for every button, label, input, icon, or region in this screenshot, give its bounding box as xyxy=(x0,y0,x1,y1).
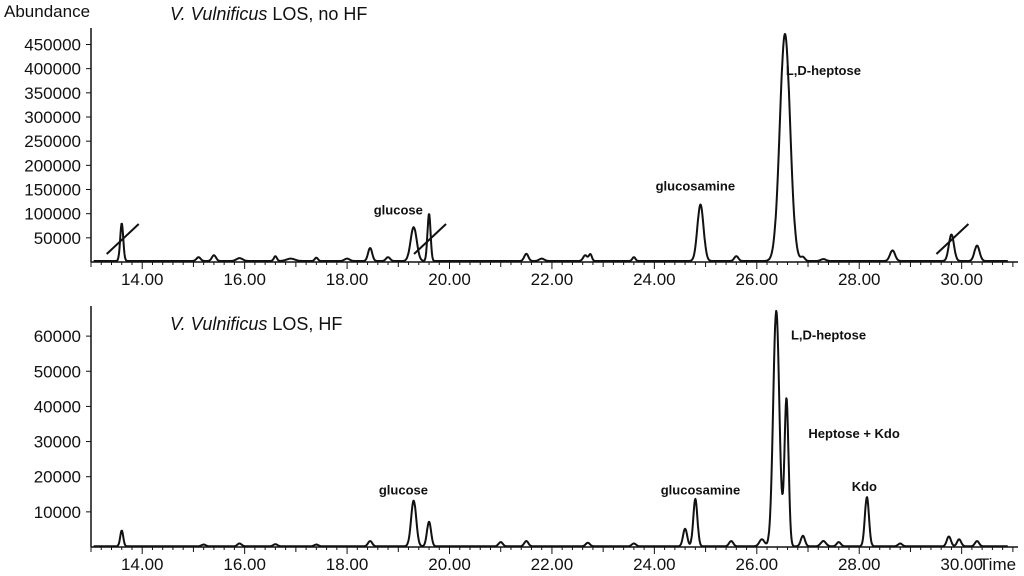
y-tick-label: 50000 xyxy=(34,362,81,381)
y-tick-label: 400000 xyxy=(24,60,81,79)
chromatogram-trace xyxy=(93,309,1009,548)
panel-title-condition: LOS, no HF xyxy=(267,4,367,24)
chromatogram-trace xyxy=(93,33,1009,262)
peak-strike-mark xyxy=(106,223,140,255)
y-tick-label: 300000 xyxy=(24,108,81,127)
peak-annotation: glucose xyxy=(379,482,428,497)
y-tick-label: 350000 xyxy=(24,84,81,103)
x-tick-label: 18.00 xyxy=(326,555,369,574)
y-tick-label: 10000 xyxy=(34,503,81,522)
x-tick-label: 22.00 xyxy=(531,270,574,289)
y-tick-label: 450000 xyxy=(24,36,81,55)
x-tick-label: 16.00 xyxy=(223,270,266,289)
x-tick-label: 14.00 xyxy=(121,555,164,574)
y-tick-label: 200000 xyxy=(24,156,81,175)
x-tick-label: 26.00 xyxy=(736,555,779,574)
panel-title: V. Vulnificus LOS, no HF xyxy=(170,4,367,24)
panel-title-condition: LOS, HF xyxy=(267,314,342,334)
peak-annotation: glucose xyxy=(374,203,423,218)
peak-annotation: glucosamine xyxy=(656,178,735,193)
x-tick-label: 30.00 xyxy=(940,555,983,574)
y-tick-label: 60000 xyxy=(34,327,81,346)
y-tick-label: 20000 xyxy=(34,468,81,487)
y-tick-label: 30000 xyxy=(34,433,81,452)
x-tick-label: 24.00 xyxy=(633,270,676,289)
x-tick-label: 18.00 xyxy=(326,270,369,289)
peak-annotation: glucosamine xyxy=(661,482,740,497)
panel-title-species: V. Vulnificus xyxy=(170,314,267,334)
chart-panel-2: 10000 20000 30000 40000 50000 60000 14.00 16.00… xyxy=(34,306,1018,574)
x-axis-label: Time xyxy=(979,555,1016,574)
peak-annotation: Heptose + Kdo xyxy=(808,426,899,441)
peak-annotation: Kdo xyxy=(852,479,877,494)
x-tick-label: 20.00 xyxy=(428,555,471,574)
x-tick-label: 28.00 xyxy=(838,555,881,574)
peak-strike-mark xyxy=(935,223,970,255)
x-tick-label: 26.00 xyxy=(736,270,779,289)
y-tick-label: 100000 xyxy=(24,205,81,224)
x-tick-label: 28.00 xyxy=(838,270,881,289)
peak-strike-mark xyxy=(413,223,447,255)
y-axis-label: Abundance xyxy=(4,2,90,21)
y-tick-label: 150000 xyxy=(24,181,81,200)
x-tick-label: 14.00 xyxy=(121,270,164,289)
y-tick-label: 250000 xyxy=(24,132,81,151)
y-tick-label: 40000 xyxy=(34,397,81,416)
x-tick-label: 20.00 xyxy=(428,270,471,289)
chart-panel-1: 50000 100000 150000 200000 250000 300000 35000… xyxy=(4,2,1018,289)
peak-annotation: L,D-heptose xyxy=(786,63,861,78)
panel-title-species: V. Vulnificus xyxy=(170,4,267,24)
x-tick-label: 22.00 xyxy=(531,555,574,574)
y-tick-label: 50000 xyxy=(34,229,81,248)
x-tick-label: 30.00 xyxy=(940,270,983,289)
x-tick-label: 24.00 xyxy=(633,555,676,574)
peak-annotation: L,D-heptose xyxy=(791,328,866,343)
x-tick-label: 16.00 xyxy=(223,555,266,574)
panel-title: V. Vulnificus LOS, HF xyxy=(170,314,342,334)
